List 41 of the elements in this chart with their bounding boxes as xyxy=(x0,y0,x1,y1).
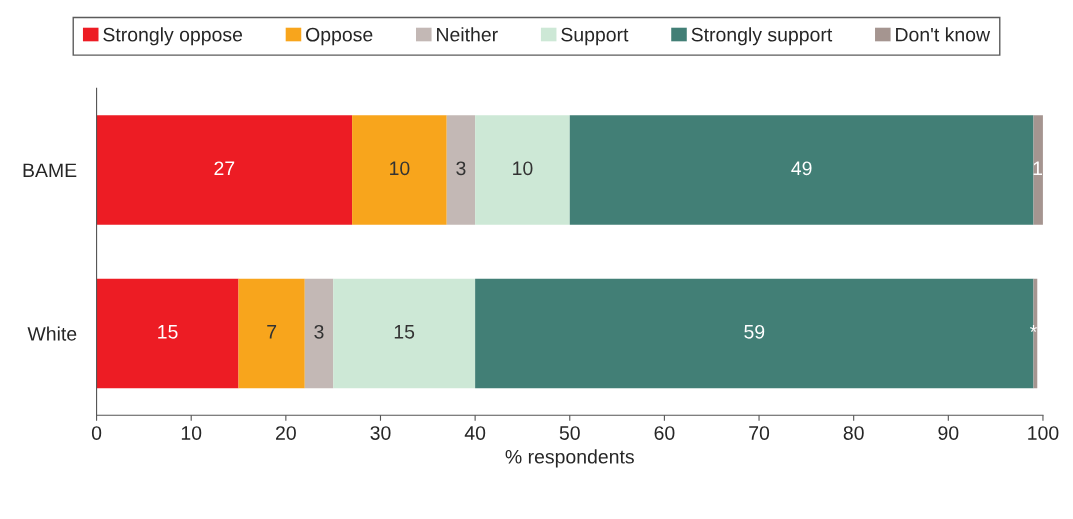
data-label: 27 xyxy=(214,161,235,175)
bar xyxy=(238,278,305,389)
x-tick-label: 30 xyxy=(370,426,391,440)
data-label: 10 xyxy=(390,161,410,176)
x-tick-label: 100 xyxy=(1028,426,1059,440)
legend-label: Oppose xyxy=(306,27,373,46)
data-label: 3 xyxy=(456,161,466,176)
bar xyxy=(1033,115,1043,225)
x-tick-label: 20 xyxy=(276,426,296,440)
bar xyxy=(333,278,476,389)
bar xyxy=(304,278,334,389)
x-axis-title: % respondents xyxy=(505,449,634,468)
x-tick-label: 60 xyxy=(654,426,675,440)
y-tick-label: White xyxy=(27,326,77,341)
data-label: 3 xyxy=(314,324,324,339)
x-tick-label: 70 xyxy=(749,426,770,440)
legend-label: Strongly support xyxy=(691,27,833,46)
data-label: 7 xyxy=(267,325,277,339)
legend-label: Strongly oppose xyxy=(103,27,243,46)
x-tick-label: 0 xyxy=(91,426,102,440)
bar xyxy=(446,115,476,225)
x-tick-label: 50 xyxy=(559,426,580,440)
data-label: 15 xyxy=(158,325,178,339)
legend-label: Support xyxy=(561,27,629,46)
legend-label: Don't know xyxy=(896,27,991,42)
data-label: 10 xyxy=(513,161,533,176)
x-tick-label: 80 xyxy=(843,426,864,440)
data-label: 49 xyxy=(791,161,812,176)
bar xyxy=(569,115,1034,225)
bar xyxy=(475,115,570,225)
data-label: 15 xyxy=(394,325,415,339)
x-tick-label: 90 xyxy=(938,426,959,440)
legend-label: Neither xyxy=(437,27,498,42)
data-label: 1 xyxy=(1033,161,1043,175)
bar xyxy=(96,115,353,225)
data-label: 59 xyxy=(744,324,765,339)
y-tick-label: BAME xyxy=(23,163,77,178)
bar xyxy=(96,278,239,389)
bar xyxy=(352,115,447,225)
x-tick-label: 10 xyxy=(181,426,202,440)
x-tick-label: 40 xyxy=(464,426,486,440)
